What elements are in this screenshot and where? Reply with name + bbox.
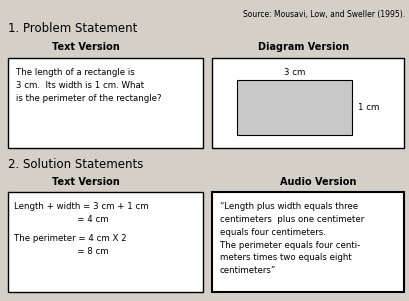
Text: 1. Problem Statement: 1. Problem Statement xyxy=(8,22,137,35)
Text: The perimeter = 4 cm X 2: The perimeter = 4 cm X 2 xyxy=(14,234,127,243)
Text: 1 cm: 1 cm xyxy=(358,103,380,111)
Text: The length of a rectangle is
3 cm.  Its width is 1 cm. What
is the perimeter of : The length of a rectangle is 3 cm. Its w… xyxy=(16,68,162,104)
FancyBboxPatch shape xyxy=(212,58,404,148)
FancyBboxPatch shape xyxy=(8,192,203,292)
FancyBboxPatch shape xyxy=(8,58,203,148)
Text: Audio Version: Audio Version xyxy=(280,177,356,187)
Text: = 8 cm: = 8 cm xyxy=(14,247,109,256)
FancyBboxPatch shape xyxy=(237,80,352,135)
FancyBboxPatch shape xyxy=(212,192,404,292)
Text: = 4 cm: = 4 cm xyxy=(14,215,109,224)
Text: Text Version: Text Version xyxy=(52,177,120,187)
Text: Source: Mousavi, Low, and Sweller (1995).: Source: Mousavi, Low, and Sweller (1995)… xyxy=(243,10,405,19)
Text: Diagram Version: Diagram Version xyxy=(258,42,349,52)
Text: “Length plus width equals three
centimeters  plus one centimeter
equals four cen: “Length plus width equals three centimet… xyxy=(220,202,364,275)
Text: Length + width = 3 cm + 1 cm: Length + width = 3 cm + 1 cm xyxy=(14,202,148,211)
Text: 2. Solution Statements: 2. Solution Statements xyxy=(8,158,144,171)
Text: 3 cm: 3 cm xyxy=(284,68,306,77)
Text: Text Version: Text Version xyxy=(52,42,120,52)
